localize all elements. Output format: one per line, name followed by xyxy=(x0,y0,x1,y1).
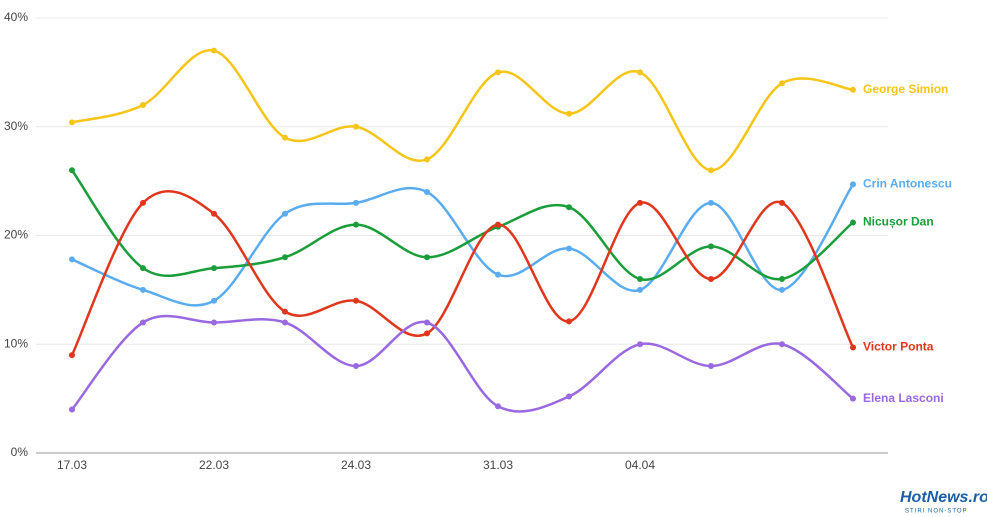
data-point xyxy=(779,199,785,206)
data-point xyxy=(424,156,430,163)
data-point xyxy=(637,341,643,348)
data-point xyxy=(424,330,430,337)
data-point xyxy=(211,319,217,326)
data-point xyxy=(140,102,146,108)
series-label: George Simion xyxy=(863,82,948,96)
data-point xyxy=(140,199,146,206)
data-point xyxy=(69,352,75,359)
data-point xyxy=(850,86,856,93)
data-point xyxy=(708,243,714,250)
data-point xyxy=(69,256,75,263)
data-point xyxy=(495,69,501,76)
data-point xyxy=(69,119,75,126)
x-tick-label: 04.04 xyxy=(625,458,655,472)
data-point xyxy=(850,219,856,226)
data-point xyxy=(353,221,359,228)
data-point xyxy=(424,319,430,326)
data-point xyxy=(211,47,217,54)
data-point xyxy=(708,167,714,174)
data-point xyxy=(566,245,572,252)
data-point xyxy=(850,181,856,188)
series-label: Victor Ponta xyxy=(863,340,934,354)
data-point xyxy=(637,69,643,76)
series-line xyxy=(70,190,855,356)
data-point xyxy=(353,363,359,369)
data-point xyxy=(353,199,359,206)
data-point xyxy=(282,210,288,217)
data-point xyxy=(495,271,501,278)
data-point xyxy=(282,254,288,261)
y-tick-label: 20% xyxy=(4,228,28,242)
logo: HotNews.ro xyxy=(900,489,987,506)
data-point xyxy=(211,210,217,217)
data-point xyxy=(566,318,572,325)
data-point xyxy=(282,319,288,326)
logo-tagline: STIRI NON-STOP xyxy=(905,509,968,515)
data-point xyxy=(282,308,288,315)
data-point xyxy=(779,80,785,87)
data-point xyxy=(566,110,572,117)
x-tick-label: 17.03 xyxy=(57,458,87,472)
data-point xyxy=(353,123,359,130)
x-tick-label: 24.03 xyxy=(341,458,371,472)
data-point xyxy=(850,395,856,402)
data-point xyxy=(353,297,359,304)
series-line xyxy=(70,169,854,281)
data-point xyxy=(779,341,785,348)
data-point xyxy=(211,265,217,272)
data-point xyxy=(495,221,501,228)
series-label: Nicușor Dan xyxy=(863,215,934,229)
data-point xyxy=(566,393,572,400)
data-point xyxy=(140,265,146,272)
data-point xyxy=(779,286,785,293)
data-point xyxy=(69,167,75,174)
data-point xyxy=(708,276,714,282)
data-point xyxy=(566,204,572,211)
y-tick-label: 0% xyxy=(11,445,29,459)
data-point xyxy=(140,319,146,326)
series-label: Elena Lasconi xyxy=(863,391,944,405)
y-tick-label: 40% xyxy=(4,10,28,24)
series-label: Crin Antonescu xyxy=(863,177,952,191)
series-line xyxy=(71,49,854,172)
x-tick-label: 31.03 xyxy=(483,458,513,472)
data-point xyxy=(779,276,785,282)
series-line xyxy=(71,314,854,413)
data-point xyxy=(495,403,501,410)
data-point xyxy=(637,286,643,293)
y-tick-label: 10% xyxy=(4,336,28,350)
data-point xyxy=(211,297,217,304)
x-tick-label: 22.03 xyxy=(199,458,229,472)
data-point xyxy=(850,344,856,351)
data-point xyxy=(69,406,75,413)
data-point xyxy=(708,199,714,206)
data-point xyxy=(282,134,288,141)
data-point xyxy=(424,254,430,261)
y-tick-label: 30% xyxy=(4,119,28,133)
data-point xyxy=(424,189,430,195)
data-point xyxy=(637,199,643,206)
data-point xyxy=(637,276,643,282)
data-point xyxy=(708,363,714,369)
data-point xyxy=(140,286,146,293)
